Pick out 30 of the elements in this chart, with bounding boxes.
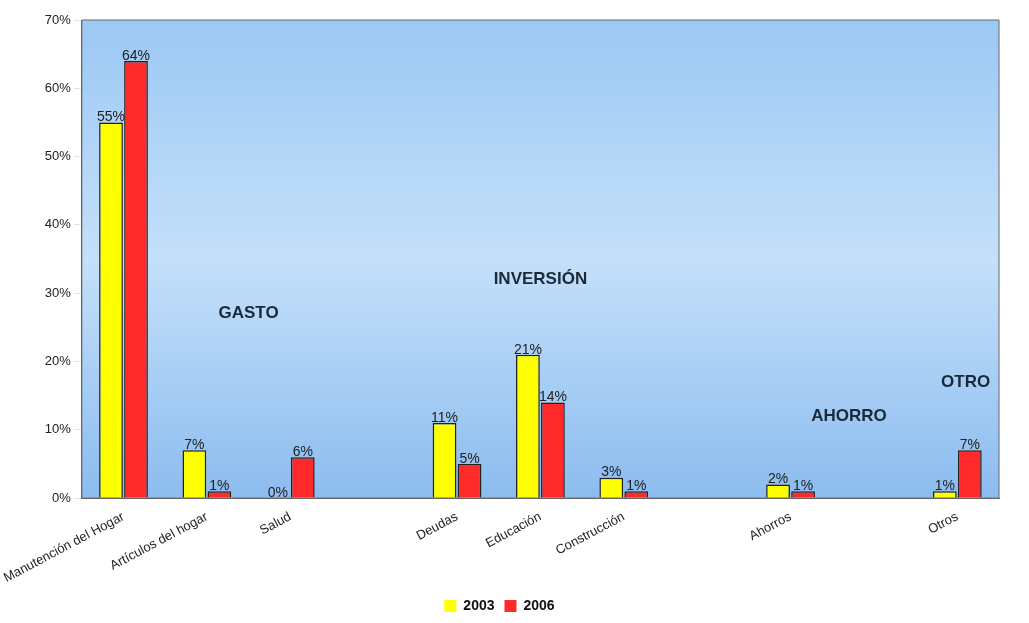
annotation: AHORRO bbox=[811, 405, 887, 425]
annotation: INVERSIÓN bbox=[493, 269, 588, 289]
y-tick-label: 20% bbox=[44, 353, 72, 369]
data-label: 6% bbox=[292, 443, 313, 459]
data-label: 7% bbox=[184, 436, 205, 453]
data-label: 0% bbox=[267, 483, 288, 500]
data-label: 11% bbox=[431, 408, 459, 425]
legend-label: 2003 bbox=[463, 596, 495, 613]
data-label: 1% bbox=[626, 477, 647, 494]
data-label: 5% bbox=[459, 449, 480, 466]
y-tick-label: 60% bbox=[44, 79, 72, 95]
data-label: 1% bbox=[209, 477, 230, 494]
data-label: 3% bbox=[601, 463, 622, 480]
data-label: 21% bbox=[513, 340, 542, 357]
data-label: 1% bbox=[934, 477, 955, 494]
y-tick-label: 50% bbox=[44, 148, 72, 164]
annotation: GASTO bbox=[218, 303, 279, 323]
y-tick-label: 10% bbox=[44, 421, 72, 437]
y-tick-label: 0% bbox=[52, 489, 72, 505]
data-label: 7% bbox=[959, 436, 980, 453]
annotation: OTRO bbox=[941, 371, 991, 391]
x-tick-label: Otros bbox=[925, 508, 961, 537]
y-tick-label: 40% bbox=[44, 216, 72, 232]
legend-label: 2006 bbox=[523, 596, 555, 613]
y-tick-label: 70% bbox=[44, 11, 72, 27]
data-label: 2% bbox=[767, 470, 789, 487]
y-tick-label: 30% bbox=[44, 284, 72, 300]
data-label: 64% bbox=[121, 46, 151, 63]
data-label: 1% bbox=[792, 477, 814, 494]
data-label: 14% bbox=[538, 388, 567, 405]
